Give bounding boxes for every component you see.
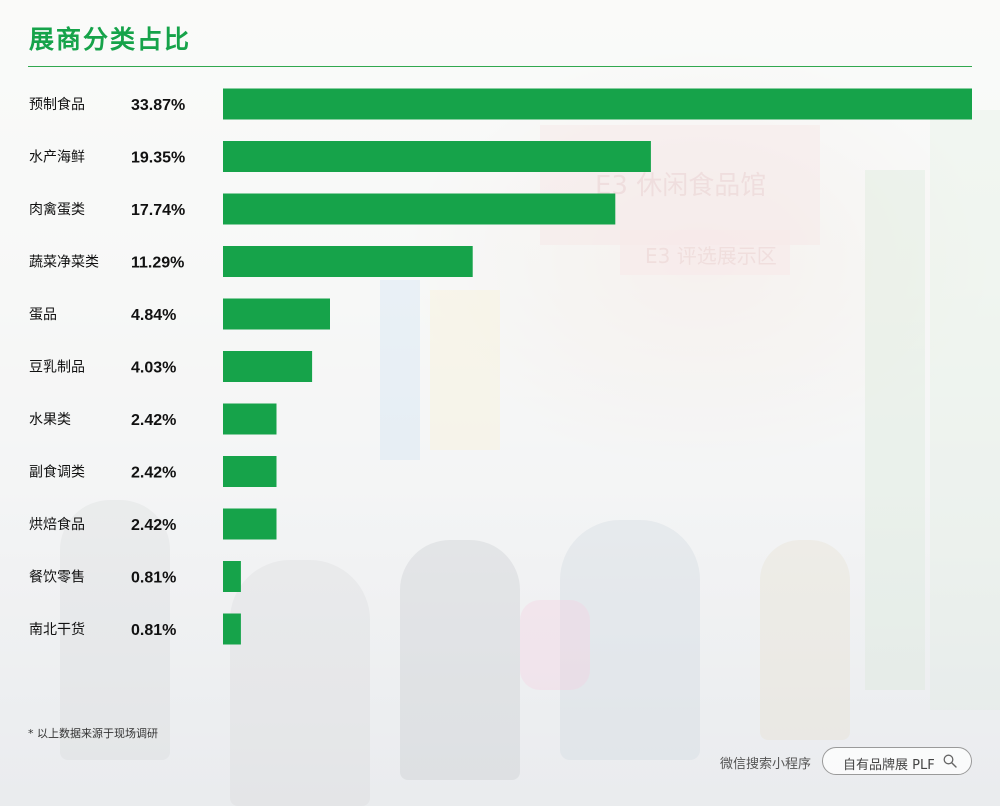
bar: [223, 88, 972, 120]
category-label: 蔬菜净菜类: [29, 255, 99, 271]
value-label: 2.42%: [131, 465, 176, 482]
value-label: 2.42%: [131, 412, 176, 429]
bar: [223, 193, 616, 225]
bar: [223, 141, 651, 172]
chart-title: 展商分类占比: [29, 25, 192, 54]
category-label: 蛋品: [29, 307, 57, 323]
bar: [223, 561, 241, 592]
search-icon: [943, 754, 957, 768]
value-label: 33.87%: [131, 97, 185, 114]
search-pill[interactable]: 自有品牌展 PLF: [822, 747, 972, 775]
mini-program-label: 微信搜索小程序: [720, 757, 812, 772]
category-label: 预制食品: [29, 96, 85, 113]
value-label: 0.81%: [131, 570, 176, 587]
category-label: 水产海鲜: [29, 150, 85, 166]
value-label: 0.81%: [131, 622, 176, 639]
bar: [223, 298, 330, 330]
bar: [223, 508, 277, 540]
value-label: 11.29%: [131, 255, 184, 272]
value-label: 2.42%: [131, 517, 176, 534]
bar: [223, 351, 313, 382]
search-pill-text: 自有品牌展 PLF: [843, 758, 935, 773]
bar: [223, 246, 473, 277]
bar: [223, 613, 241, 645]
value-label: 19.35%: [131, 150, 185, 167]
category-label: 豆乳制品: [29, 360, 85, 376]
category-label: 副食调类: [29, 464, 85, 481]
category-label: 餐饮零售: [29, 570, 85, 586]
category-label: 肉禽蛋类: [29, 201, 85, 218]
bar: [223, 456, 277, 487]
category-label: 烘焙食品: [29, 516, 85, 533]
category-label: 南北干货: [29, 621, 85, 638]
category-label: 水果类: [29, 412, 71, 428]
title-divider: [28, 66, 972, 67]
data-source-footnote: * 以上数据来源于现场调研: [28, 727, 158, 740]
bar: [223, 403, 277, 435]
value-label: 4.03%: [131, 360, 176, 377]
value-label: 17.74%: [131, 202, 185, 219]
value-label: 4.84%: [131, 307, 176, 324]
